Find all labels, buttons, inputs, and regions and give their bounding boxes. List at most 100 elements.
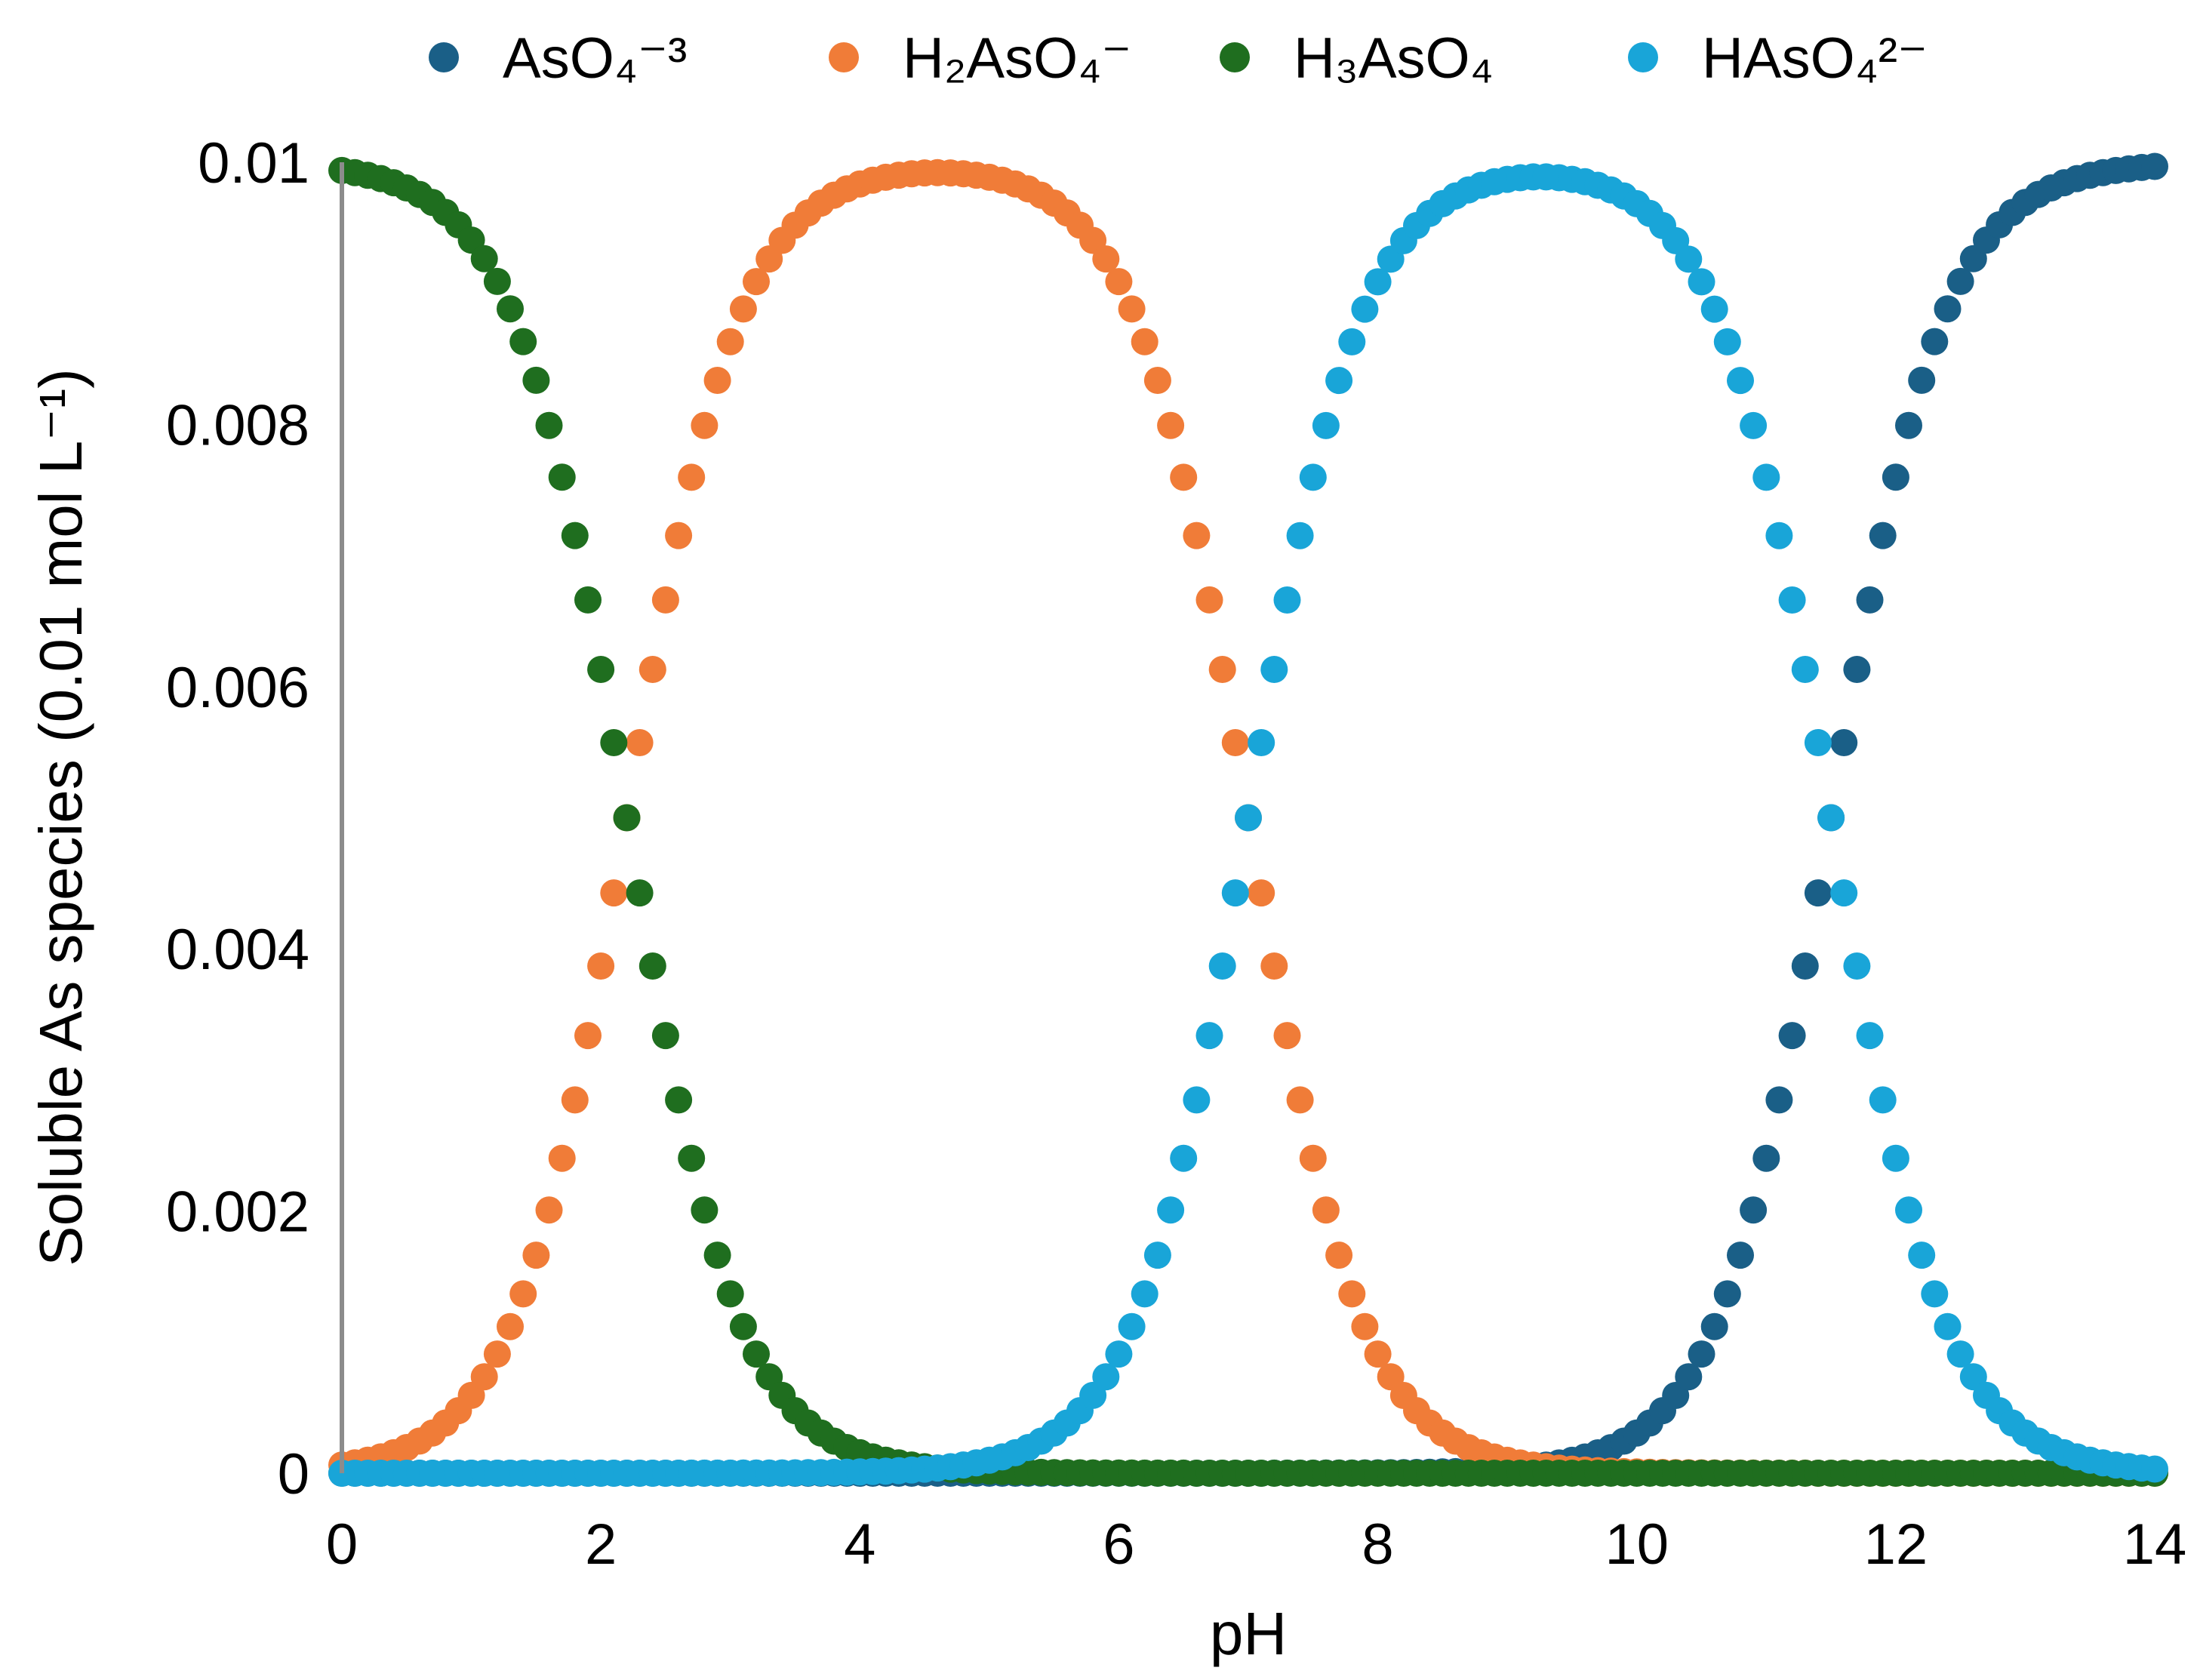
data-point	[626, 729, 654, 756]
data-point	[1299, 1144, 1327, 1172]
data-point	[638, 952, 666, 980]
y-tick-label: 0.008	[166, 393, 309, 457]
data-point	[1325, 367, 1353, 395]
legend-marker	[429, 42, 459, 72]
data-point	[1946, 267, 1974, 295]
legend-label: H₂AsO₄⁻	[903, 26, 1131, 91]
y-axis-title: Soluble As species (0.01 mol L⁻¹)	[27, 368, 94, 1266]
data-point	[1934, 295, 1962, 323]
legend-item: HAsO₄²⁻	[1628, 26, 1928, 91]
data-point	[1351, 295, 1379, 323]
data-point	[1325, 1242, 1353, 1269]
data-point	[1817, 804, 1845, 832]
data-point	[1700, 295, 1728, 323]
data-point	[561, 522, 589, 549]
data-point	[613, 804, 641, 832]
data-point	[716, 328, 744, 355]
data-point	[1286, 1086, 1314, 1114]
data-point	[1273, 1022, 1301, 1050]
data-point	[1364, 268, 1392, 296]
data-point	[729, 295, 757, 323]
data-point	[1830, 729, 1858, 756]
data-point	[1273, 586, 1301, 614]
data-point	[1312, 1196, 1340, 1224]
data-point	[1804, 879, 1832, 907]
data-point	[497, 1312, 524, 1340]
data-point	[587, 952, 615, 980]
data-point	[1740, 411, 1768, 439]
data-point	[626, 879, 654, 907]
data-point	[665, 1086, 693, 1114]
legend-marker	[1220, 42, 1250, 72]
data-point	[1895, 1196, 1922, 1224]
data-point	[2141, 152, 2168, 180]
data-point	[1752, 463, 1780, 491]
data-point	[1713, 1280, 1741, 1308]
data-point	[1118, 295, 1146, 323]
data-point	[483, 267, 511, 295]
data-point	[1143, 1242, 1171, 1269]
data-point	[1675, 1363, 1703, 1391]
legend-label: HAsO₄²⁻	[1702, 26, 1928, 91]
data-point	[1286, 522, 1314, 549]
x-tick-label: 8	[1362, 1512, 1393, 1577]
legend-item: AsO₄⁻³	[429, 26, 687, 91]
x-tick-label: 0	[326, 1512, 358, 1577]
data-point	[470, 1363, 498, 1391]
data-point	[665, 522, 693, 549]
data-point	[497, 295, 524, 323]
data-point	[548, 463, 576, 491]
data-point	[1131, 328, 1159, 355]
data-point	[1752, 1144, 1780, 1172]
x-tick-label: 10	[1605, 1512, 1669, 1577]
data-point	[548, 1144, 576, 1172]
data-point	[1248, 879, 1275, 907]
data-point	[1946, 1340, 1974, 1368]
data-point	[535, 411, 563, 439]
data-point	[1105, 268, 1133, 296]
data-point	[1118, 1312, 1146, 1340]
data-point	[522, 366, 550, 394]
data-point	[1830, 879, 1858, 907]
y-tick-label: 0.002	[166, 1180, 309, 1245]
data-point	[638, 656, 666, 683]
x-tick-label: 2	[585, 1512, 617, 1577]
series-HAsO4	[328, 163, 2168, 1487]
data-point	[600, 879, 628, 907]
data-point	[1183, 522, 1211, 549]
data-point	[1688, 268, 1715, 296]
data-point	[1843, 656, 1871, 683]
x-axis-tick-labels: 0 2 4 6 8 10 12 14	[326, 1512, 2186, 1577]
data-point	[691, 1196, 718, 1224]
data-point	[729, 1312, 757, 1340]
data-point	[651, 1022, 679, 1050]
legend-marker	[1628, 42, 1658, 72]
data-point	[1157, 1196, 1185, 1224]
data-point	[1791, 952, 1819, 980]
data-point	[1727, 1242, 1754, 1269]
data-point	[1882, 1144, 1909, 1172]
data-point	[703, 1242, 731, 1269]
data-point	[1921, 1280, 1949, 1308]
data-point	[574, 1022, 602, 1050]
data-point	[1351, 1312, 1379, 1340]
data-point	[1895, 411, 1922, 439]
data-point	[1235, 804, 1262, 832]
data-point	[1092, 1363, 1120, 1391]
data-point	[1195, 586, 1223, 614]
x-tick-label: 6	[1103, 1512, 1134, 1577]
data-point	[678, 1144, 706, 1172]
data-point	[1908, 1242, 1936, 1269]
data-point	[1195, 1022, 1223, 1050]
x-tick-label: 12	[1864, 1512, 1928, 1577]
legend-item: H₃AsO₄	[1220, 26, 1494, 91]
data-point	[743, 1340, 770, 1368]
data-point	[1765, 522, 1793, 549]
data-point	[1908, 366, 1936, 394]
legend-label: AsO₄⁻³	[503, 26, 687, 91]
data-point	[1856, 1022, 1884, 1050]
data-point	[1778, 1022, 1806, 1050]
data-point	[1869, 522, 1897, 549]
data-point	[1092, 245, 1120, 273]
data-point	[651, 586, 679, 614]
